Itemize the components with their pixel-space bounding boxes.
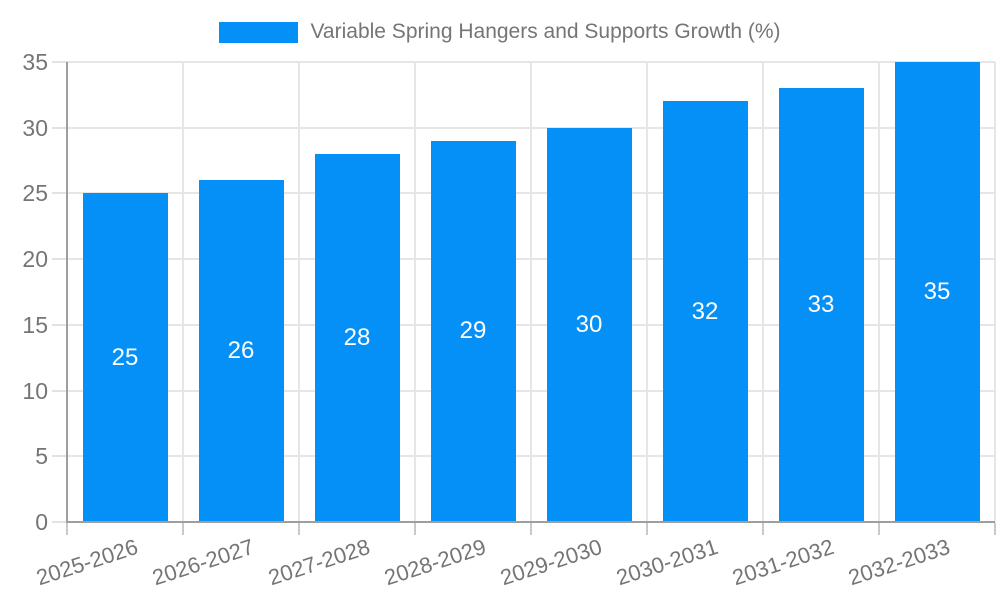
y-axis-tick [52,61,67,63]
x-axis-tick [878,523,880,535]
chart-legend: Variable Spring Hangers and Supports Gro… [0,20,1000,44]
bar [778,88,864,522]
y-axis-tick [52,521,67,523]
x-axis-tick [182,523,184,535]
gridline-vertical [298,62,300,522]
x-axis-tick [66,523,68,535]
y-axis-label: 5 [35,443,48,470]
y-axis-tick [52,389,67,392]
gridline-vertical [182,62,184,522]
bar-value-label: 35 [923,278,951,305]
bar [314,154,400,522]
x-axis-label: 2028-2029 [380,534,489,591]
gridline-vertical [414,62,416,522]
bar-value-label: 28 [343,324,371,351]
y-axis-label: 20 [22,246,48,273]
y-axis-tick [52,192,67,195]
y-axis-tick [52,455,67,458]
y-axis-label: 10 [22,377,48,404]
bar-value-label: 30 [575,310,603,338]
x-axis [66,521,995,523]
y-axis-tick [52,126,67,129]
y-axis-label: 0 [35,509,48,535]
legend-label: Variable Spring Hangers and Supports Gro… [310,20,781,43]
bar [894,62,980,522]
x-axis-tick [530,523,532,535]
y-axis-label: 25 [22,180,48,207]
y-axis-label: 35 [22,49,48,75]
y-axis [66,62,68,522]
x-axis-tick [298,523,300,535]
bar [198,180,284,522]
bar [662,101,748,522]
x-axis-label: 2032-2033 [844,534,953,591]
x-axis-tick [414,523,416,535]
gridline-vertical [762,62,764,522]
bar [82,193,168,522]
gridline-vertical [530,62,532,522]
bar-value-label: 32 [691,297,719,325]
legend-swatch-icon [219,21,299,43]
gridline-vertical [646,62,648,522]
x-axis-tick [994,523,996,535]
bar [546,127,632,522]
gridline-vertical [878,62,880,522]
bar-value-label: 29 [459,317,487,345]
y-axis-tick [52,323,67,326]
bar [430,140,516,522]
x-axis-label: 2031-2032 [728,534,837,591]
bar-value-label: 33 [807,291,835,319]
x-axis-tick [646,523,648,535]
bar-value-label: 25 [111,343,139,371]
y-axis-label: 15 [22,311,48,338]
plot-area: 0 5 10 15 20 25 30 35 25 26 28 29 30 32 33 35 2025-2026 2… [22,50,996,590]
gridline-vertical [994,62,996,522]
y-axis-label: 30 [22,114,48,141]
bar-value-label: 26 [227,337,255,365]
x-axis-label: 2029-2030 [496,534,605,591]
x-axis-tick [762,523,764,535]
x-axis-label: 2025-2026 [32,534,141,591]
y-axis-tick [52,258,67,261]
x-axis-label: 2027-2028 [264,534,373,591]
x-axis-label: 2030-2031 [612,534,721,591]
x-axis-label: 2026-2027 [148,534,257,591]
